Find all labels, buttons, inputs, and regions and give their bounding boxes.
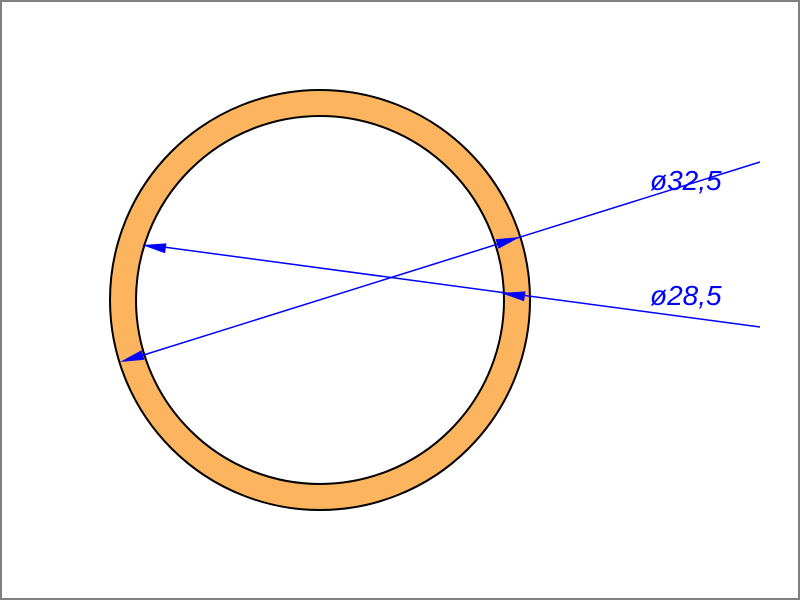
dimension-inner: ø28,5 (141, 240, 760, 327)
dimension-outer: ø32,5 (119, 162, 760, 367)
dimension-label-outer: ø32,5 (650, 165, 722, 196)
technical-drawing: ø32,5 ø28,5 (0, 0, 800, 600)
dimension-label-inner: ø28,5 (650, 280, 722, 311)
